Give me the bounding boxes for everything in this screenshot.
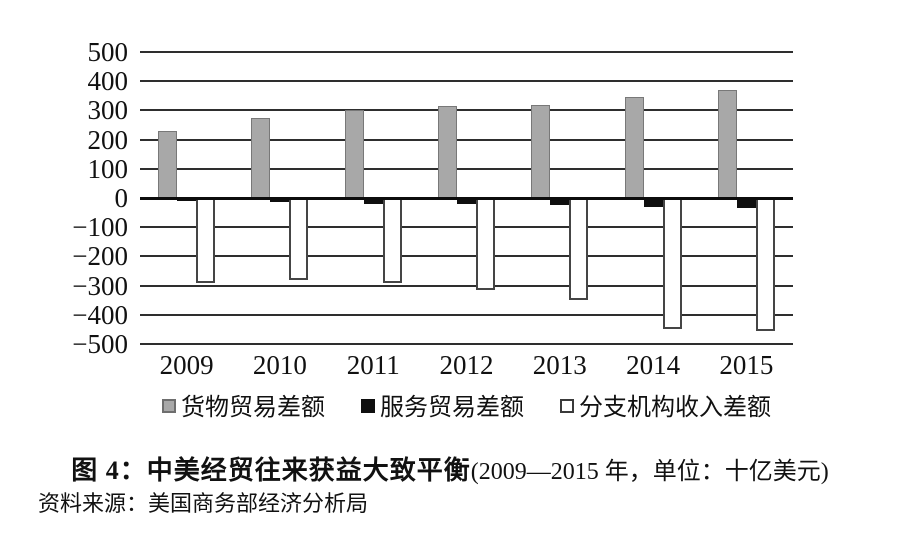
bar-goods-trade-balance-2012	[438, 106, 457, 198]
y-tick-label-minus-400: −400	[72, 299, 128, 330]
bar-goods-trade-balance-2013	[531, 104, 551, 198]
gridline-100	[140, 167, 793, 170]
bar-branch-income-balance-2009	[196, 198, 216, 283]
legend-item-branch-income-balance: 分支机构收入差额	[560, 387, 771, 422]
gridline-minus-500	[140, 343, 793, 345]
y-tick-label-0: 0	[114, 183, 129, 213]
x-tick-label-2012: 2012	[439, 350, 494, 380]
y-tick-label-500: 500	[87, 37, 129, 67]
chart-legend: 货物贸易差额 服务贸易差额 分支机构收入差额	[140, 387, 793, 422]
bar-goods-trade-balance-2011	[344, 110, 364, 198]
legend-swatch-icon-services-trade-balance	[361, 399, 375, 413]
y-tick-label-minus-200: −200	[72, 241, 128, 272]
x-tick-label-2013: 2013	[532, 350, 587, 380]
figure-source-note: 资料来源：美国商务部经济分析局	[38, 491, 369, 516]
legend-label-services-trade-balance: 服务贸易差额	[380, 394, 524, 421]
y-tick-label-100: 100	[87, 153, 129, 184]
bar-branch-income-balance-2011	[382, 198, 402, 283]
gridline-minus-200	[140, 255, 793, 258]
legend-item-goods-trade-balance: 货物贸易差额	[162, 387, 325, 422]
bar-branch-income-balance-2010	[289, 198, 309, 280]
legend-swatch-icon-goods-trade-balance	[162, 399, 176, 413]
y-tick-label-400: 400	[87, 66, 129, 97]
bar-services-trade-balance-2015	[736, 198, 756, 209]
figure-caption: 图 4：中美经贸往来获益大致平衡(2009—2015 年，单位：十亿美元)	[0, 450, 900, 487]
y-tick-label-minus-500: −500	[72, 329, 128, 359]
legend-label-goods-trade-balance: 货物贸易差额	[181, 394, 325, 421]
figure-caption-title: 图 4：中美经贸往来获益大致平衡	[71, 456, 471, 485]
bar-branch-income-balance-2015	[755, 198, 775, 331]
y-tick-label-200: 200	[87, 124, 129, 155]
legend-label-branch-income-balance: 分支机构收入差额	[579, 394, 771, 421]
plot-area	[140, 51, 793, 345]
gridline-400	[140, 80, 793, 83]
bar-branch-income-balance-2012	[476, 198, 495, 290]
bar-branch-income-balance-2014	[662, 198, 682, 330]
bar-goods-trade-balance-2010	[251, 117, 271, 198]
bar-goods-trade-balance-2015	[717, 89, 737, 198]
y-tick-label-minus-100: −100	[72, 212, 128, 243]
y-tick-label-minus-300: −300	[72, 270, 128, 301]
bar-branch-income-balance-2013	[569, 198, 589, 301]
legend-item-services-trade-balance: 服务贸易差额	[361, 387, 524, 422]
legend-swatch-icon-branch-income-balance	[560, 399, 574, 413]
gridline-minus-300	[140, 284, 793, 287]
gridline-minus-400	[140, 313, 793, 316]
x-tick-label-2015: 2015	[719, 350, 774, 380]
gridline-200	[140, 138, 793, 141]
x-tick-label-2010: 2010	[252, 350, 307, 380]
zero-axis-line	[140, 196, 793, 200]
gridline-300	[140, 109, 793, 112]
y-tick-label-300: 300	[87, 95, 129, 126]
figure-caption-subtitle: (2009—2015 年，单位：十亿美元)	[470, 459, 829, 485]
x-tick-label-2011: 2011	[346, 350, 400, 380]
x-tick-label-2014: 2014	[626, 350, 681, 380]
bar-goods-trade-balance-2014	[624, 97, 644, 198]
x-tick-label-2009: 2009	[159, 350, 214, 380]
gridline-500	[140, 51, 793, 53]
gridline-minus-100	[140, 226, 793, 229]
bar-goods-trade-balance-2009	[158, 130, 178, 198]
